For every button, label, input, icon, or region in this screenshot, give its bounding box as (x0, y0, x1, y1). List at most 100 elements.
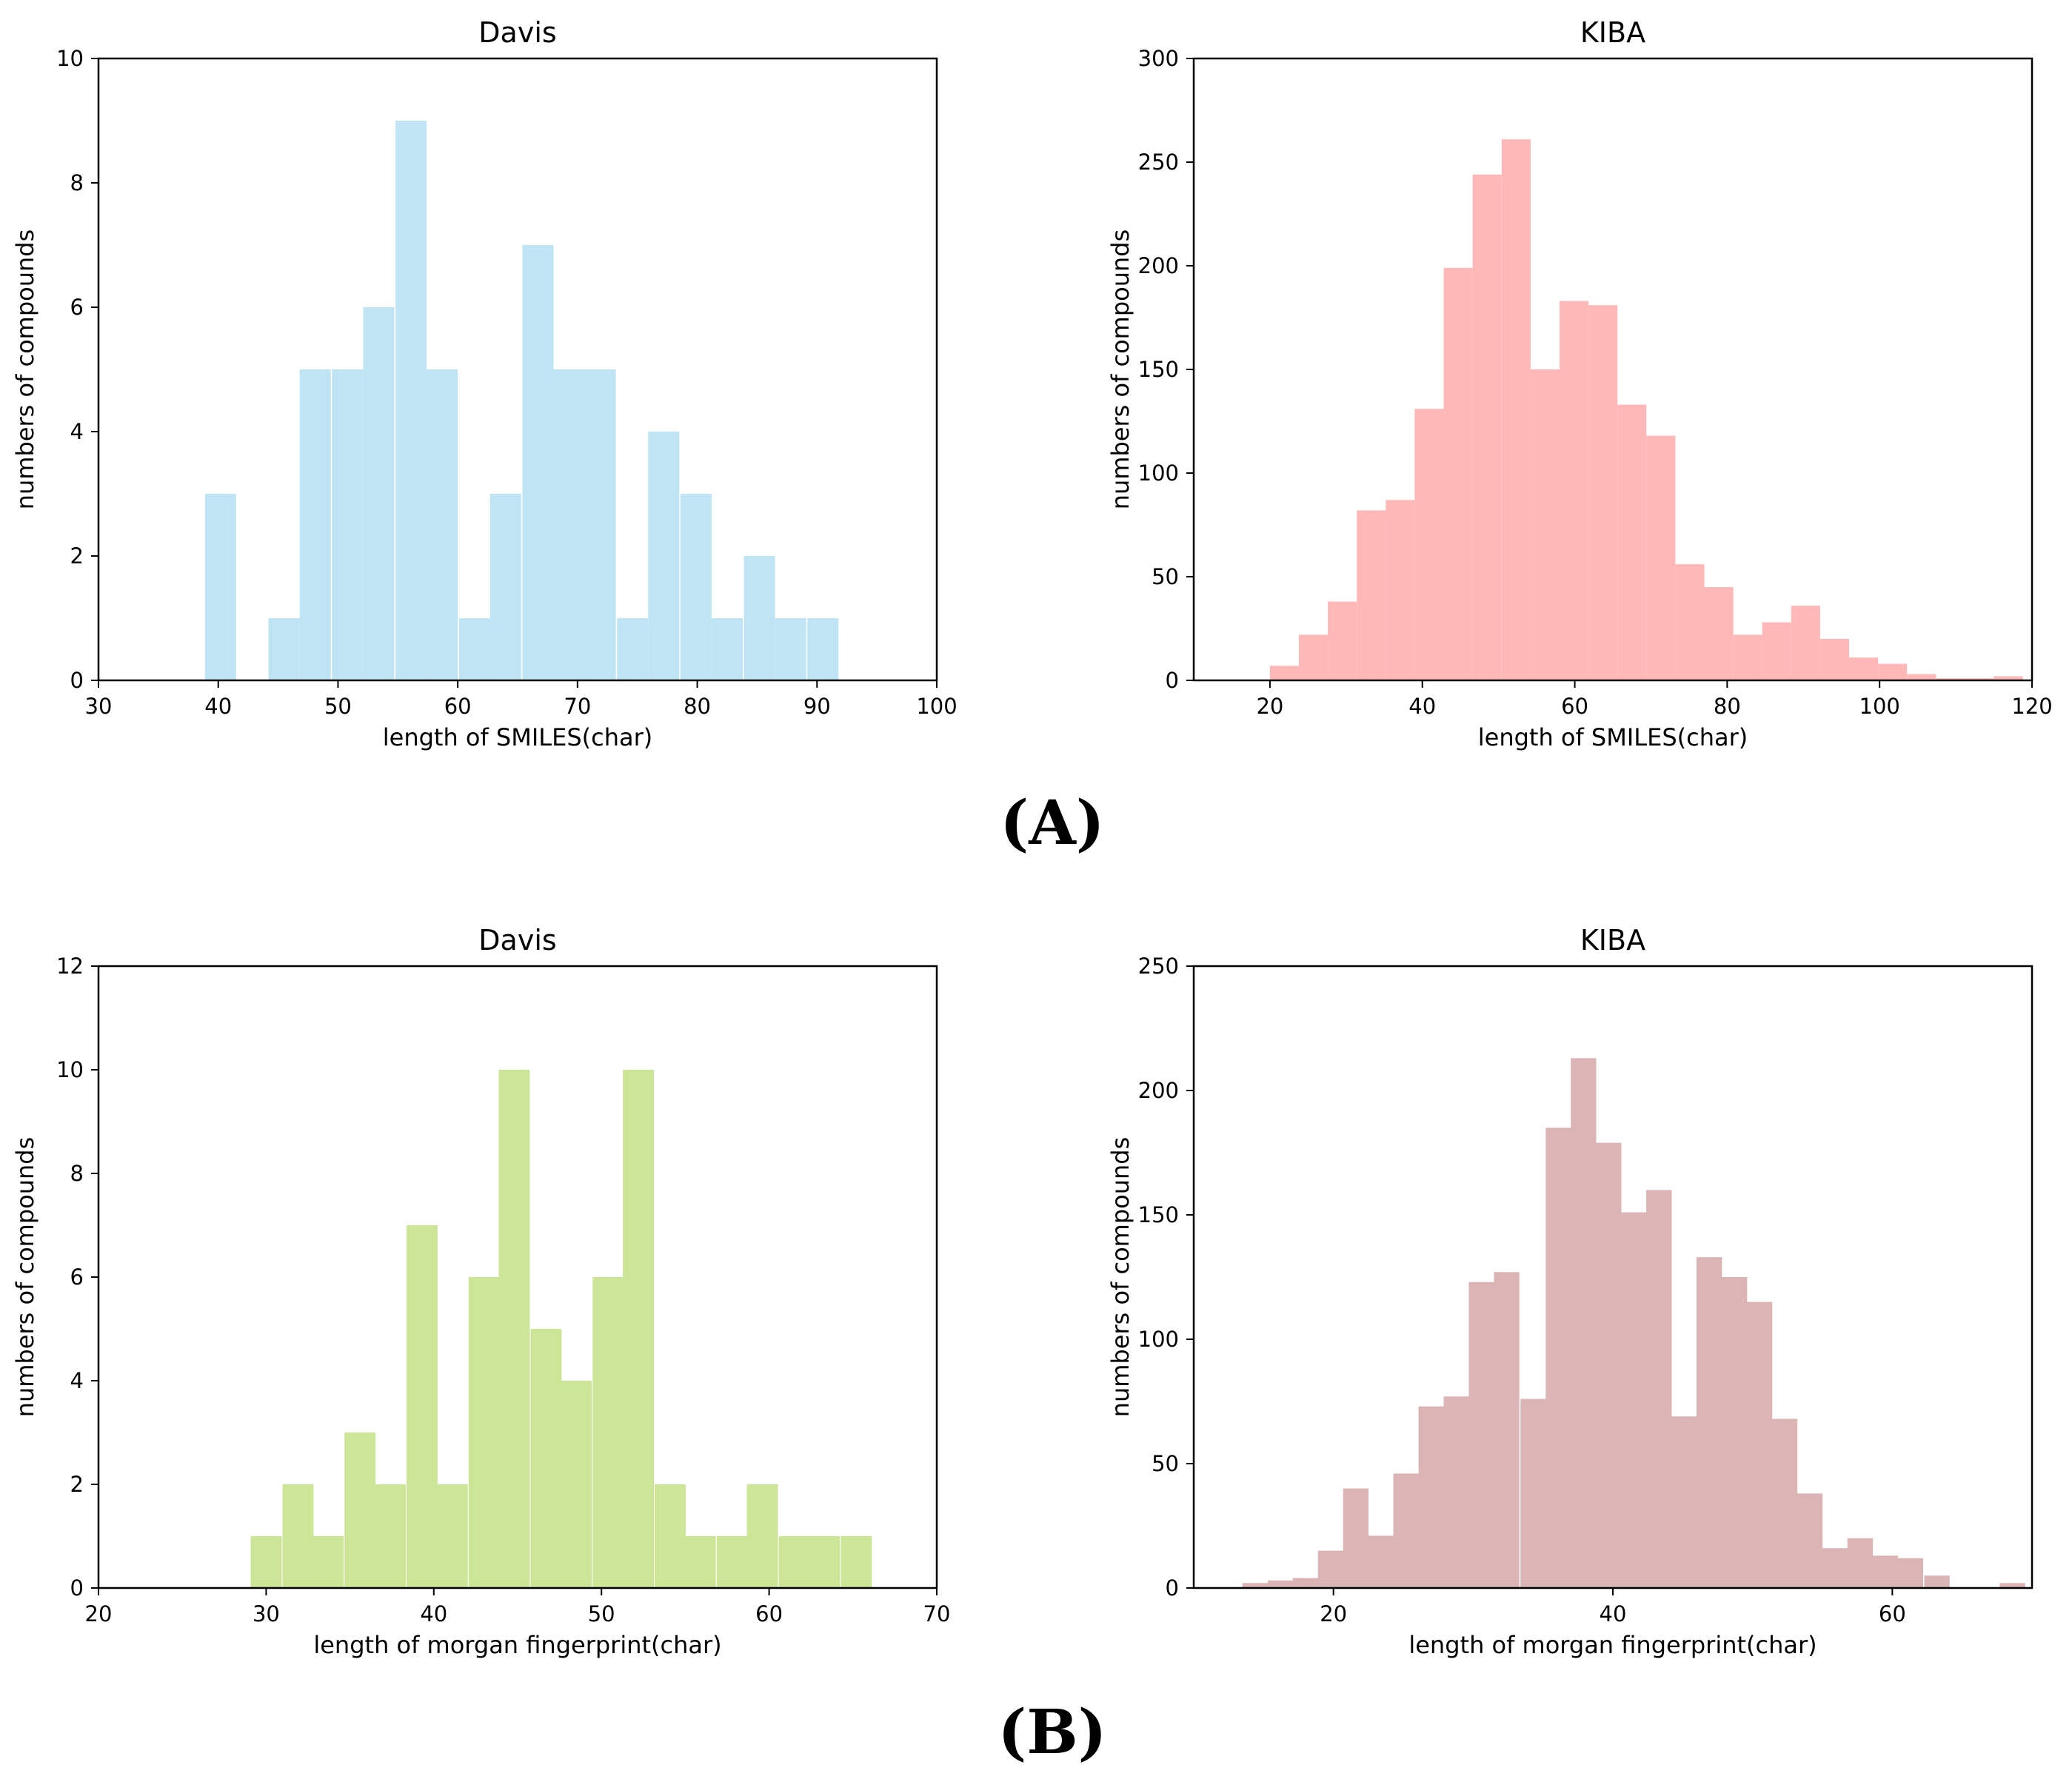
davis-smiles-xlabel: length of SMILES(char) (383, 723, 653, 751)
davis-smiles-xtick-label-1: 40 (204, 694, 232, 719)
chart-kiba-smiles: 20 40 60 80 100 120 0 50 100 150 200 250 300 KIBA leng… (1106, 16, 2053, 751)
davis-morgan-xtick-label-1: 30 (253, 1601, 280, 1626)
davis-smiles-bar-4 (363, 307, 395, 680)
kiba-morgan-ylabel: numbers of compounds (1106, 1137, 1134, 1418)
kiba-morgan-bar-6 (1393, 1473, 1419, 1588)
kiba-smiles-xtick-label-3: 80 (1714, 694, 1741, 719)
kiba-morgan-bar-26 (1897, 1558, 1923, 1588)
kiba-smiles-bar-7 (1472, 174, 1502, 681)
kiba-morgan-bar-5 (1368, 1535, 1394, 1588)
kiba-morgan-bar-9 (1468, 1282, 1494, 1588)
davis-smiles-bar-17 (775, 618, 806, 680)
kiba-smiles-ytick-label-5: 250 (1138, 150, 1179, 175)
kiba-smiles-ytick-label-3: 150 (1138, 357, 1179, 382)
kiba-smiles-title: KIBA (1580, 16, 1645, 49)
davis-smiles-xtick-label-6: 90 (803, 694, 831, 719)
kiba-smiles-bar-3 (1357, 510, 1386, 680)
davis-smiles-bar-7 (458, 618, 490, 680)
davis-smiles-ylabel: numbers of compounds (11, 230, 39, 510)
panel-label-b: (B) (998, 1697, 1107, 1768)
kiba-smiles-bar-19 (1819, 639, 1849, 680)
davis-morgan-bar-0 (250, 1536, 282, 1588)
kiba-smiles-bar-10 (1560, 301, 1589, 681)
kiba-morgan-bar-0 (1242, 1583, 1269, 1588)
kiba-morgan-xtick-label-1: 40 (1600, 1601, 1627, 1626)
davis-morgan-ytick-label-4: 8 (70, 1161, 84, 1186)
davis-morgan-xtick-label-3: 50 (588, 1601, 615, 1626)
davis-smiles-xtick-label-0: 30 (85, 694, 113, 719)
kiba-smiles-bar-8 (1501, 139, 1531, 680)
kiba-smiles-ytick-label-4: 200 (1138, 253, 1179, 278)
kiba-morgan-bar-12 (1545, 1128, 1571, 1588)
davis-morgan-ytick-label-6: 12 (56, 954, 84, 979)
kiba-smiles-bar-4 (1386, 500, 1415, 680)
kiba-morgan-bar-14 (1596, 1142, 1622, 1588)
davis-smiles-xtick-label-4: 70 (564, 694, 591, 719)
davis-morgan-ytick-label-3: 6 (70, 1264, 84, 1290)
davis-smiles-bar-1 (268, 618, 300, 680)
kiba-morgan-ytick-label-5: 250 (1138, 954, 1179, 979)
davis-smiles-xtick-label-3: 60 (444, 694, 472, 719)
davis-smiles-bar-11 (584, 369, 616, 680)
kiba-morgan-bar-18 (1697, 1257, 1722, 1588)
kiba-smiles-bar-11 (1588, 305, 1618, 680)
davis-smiles-bar-8 (489, 494, 521, 680)
kiba-morgan-xlabel: length of morgan fingerprint(char) (1408, 1631, 1817, 1659)
davis-smiles-bar-2 (299, 369, 331, 680)
davis-smiles-xtick-label-7: 100 (916, 694, 957, 719)
davis-morgan-xtick-label-5: 70 (923, 1601, 951, 1626)
davis-morgan-xlabel: length of morgan fingerprint(char) (313, 1631, 721, 1659)
davis-morgan-xtick-label-0: 20 (85, 1601, 113, 1626)
kiba-morgan-title: KIBA (1580, 924, 1645, 956)
kiba-smiles-bar-17 (1762, 622, 1791, 680)
davis-morgan-ytick-label-5: 10 (56, 1057, 84, 1082)
davis-smiles-ytick-label-4: 8 (70, 170, 84, 195)
kiba-smiles-bar-13 (1646, 435, 1676, 680)
davis-morgan-bar-9 (530, 1329, 562, 1588)
davis-smiles-bar-9 (522, 245, 554, 680)
kiba-morgan-bar-3 (1317, 1550, 1343, 1588)
kiba-morgan-ytick-label-3: 150 (1138, 1202, 1179, 1227)
kiba-smiles-bar-15 (1704, 587, 1734, 680)
davis-smiles-xtick-label-5: 80 (684, 694, 711, 719)
davis-smiles-bar-12 (617, 618, 649, 680)
davis-morgan-bar-18 (809, 1536, 841, 1588)
davis-smiles-ytick-label-1: 2 (70, 543, 84, 569)
davis-morgan-bar-12 (623, 1070, 654, 1588)
kiba-morgan-bar-27 (1924, 1575, 1950, 1588)
kiba-morgan-xtick-label-2: 60 (1879, 1601, 1906, 1626)
kiba-smiles-bar-14 (1675, 564, 1705, 680)
kiba-morgan-bar-2 (1292, 1578, 1319, 1588)
davis-morgan-bar-13 (655, 1484, 686, 1588)
davis-smiles-bar-18 (807, 618, 839, 680)
davis-morgan-bar-2 (313, 1536, 344, 1588)
kiba-smiles-xtick-label-2: 60 (1561, 694, 1588, 719)
kiba-morgan-bar-28 (1999, 1583, 2025, 1588)
kiba-smiles-bar-6 (1443, 267, 1473, 680)
davis-morgan-bar-6 (436, 1484, 468, 1588)
kiba-smiles-bar-22 (1907, 674, 1936, 680)
davis-smiles-bar-3 (332, 369, 364, 680)
kiba-smiles-xtick-label-4: 100 (1859, 694, 1900, 719)
kiba-morgan-bar-7 (1418, 1406, 1444, 1588)
kiba-smiles-bar-20 (1849, 657, 1879, 680)
kiba-morgan-bar-15 (1621, 1212, 1647, 1588)
davis-morgan-ytick-label-2: 4 (70, 1368, 84, 1393)
davis-morgan-bar-17 (778, 1536, 810, 1588)
davis-morgan-xtick-label-2: 40 (420, 1601, 447, 1626)
kiba-morgan-ytick-label-0: 0 (1166, 1575, 1179, 1601)
kiba-morgan-bar-25 (1872, 1555, 1898, 1588)
davis-morgan-bar-14 (684, 1536, 716, 1588)
davis-smiles-ytick-label-0: 0 (70, 668, 84, 693)
kiba-morgan-bar-24 (1847, 1538, 1874, 1588)
kiba-smiles-xlabel: length of SMILES(char) (1478, 723, 1748, 751)
kiba-smiles-bar-18 (1791, 606, 1820, 680)
kiba-smiles-bar-1 (1299, 634, 1329, 680)
davis-morgan-bar-16 (746, 1484, 778, 1588)
kiba-morgan-ytick-label-4: 200 (1138, 1078, 1179, 1103)
kiba-morgan-bar-16 (1646, 1190, 1672, 1588)
kiba-smiles-bar-25 (1994, 676, 2023, 680)
davis-smiles-ytick-label-2: 4 (70, 419, 84, 444)
davis-morgan-bar-3 (344, 1433, 376, 1588)
kiba-morgan-bar-10 (1494, 1272, 1520, 1588)
